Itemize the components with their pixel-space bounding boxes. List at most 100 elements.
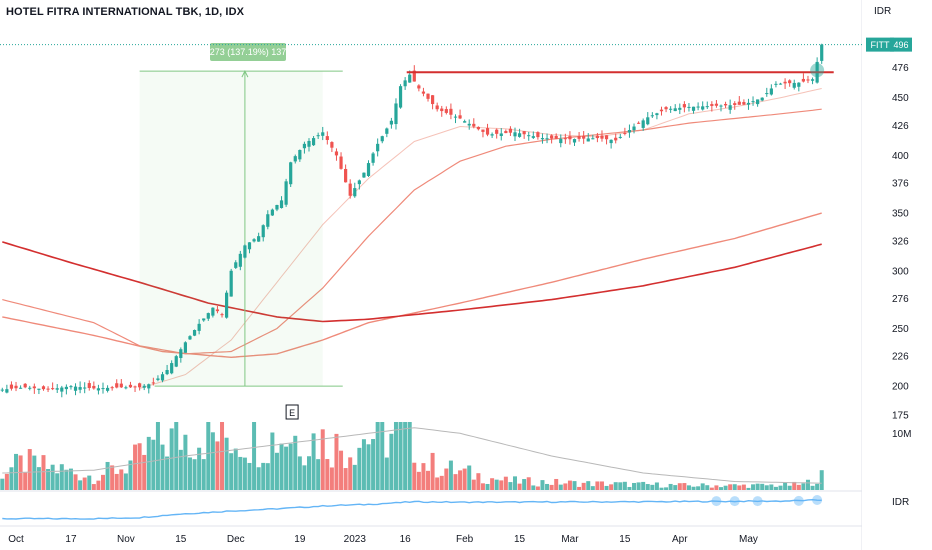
candle xyxy=(426,93,430,102)
volume-bar xyxy=(595,481,600,490)
volume-bar xyxy=(572,481,577,490)
breakout-marker xyxy=(810,63,825,78)
measure-area[interactable] xyxy=(139,71,323,387)
candle-body xyxy=(101,388,105,390)
candle-body xyxy=(463,121,467,123)
price-axis-tick: 350 xyxy=(892,209,909,220)
candle-body xyxy=(453,116,458,118)
candle-body xyxy=(51,388,55,390)
candle-body xyxy=(183,342,187,353)
candle-body xyxy=(321,132,325,136)
candle xyxy=(307,138,311,152)
candle xyxy=(51,382,55,391)
volume-bar xyxy=(91,484,96,490)
volume-bar xyxy=(563,483,568,490)
candle-body xyxy=(417,85,421,89)
candle xyxy=(215,306,220,314)
candle xyxy=(385,127,389,138)
volume-bar xyxy=(435,477,440,490)
candle-body xyxy=(279,200,284,209)
volume-bar xyxy=(27,449,32,490)
time-axis-tick: 15 xyxy=(514,534,526,545)
candle xyxy=(128,381,133,388)
volume-bar xyxy=(68,468,73,490)
volume-bar xyxy=(160,444,165,490)
volume-bar xyxy=(311,433,316,490)
candle-body xyxy=(476,126,480,130)
candle xyxy=(783,78,787,90)
candle xyxy=(531,131,535,140)
volume-bar xyxy=(302,465,307,490)
candle xyxy=(614,133,618,144)
candle xyxy=(311,136,316,146)
candle-body xyxy=(225,292,229,318)
candle xyxy=(664,106,668,113)
volume-bar xyxy=(508,482,513,490)
candle-body xyxy=(760,97,764,101)
volume-bar xyxy=(769,484,774,490)
candle xyxy=(92,381,96,390)
volume-bar xyxy=(128,460,133,490)
chart-title: HOTEL FITRA INTERNATIONAL TBK, 1D, IDX xyxy=(6,6,245,18)
candle xyxy=(353,182,357,198)
volume-bar xyxy=(0,478,5,490)
time-axis-tick: Mar xyxy=(561,534,579,545)
volume-bar xyxy=(810,485,815,490)
price-axis-tick: 376 xyxy=(892,179,909,190)
volume-bar xyxy=(673,485,678,490)
volume-bar xyxy=(801,483,806,490)
candle-body xyxy=(778,83,783,85)
candle xyxy=(691,106,696,114)
volume-bar xyxy=(169,428,174,490)
candle xyxy=(705,101,709,110)
candle-body xyxy=(60,387,64,392)
volume-bar xyxy=(682,483,687,490)
candle xyxy=(550,134,554,144)
candle xyxy=(481,129,485,138)
volume-bar xyxy=(494,479,499,490)
candle xyxy=(325,131,329,145)
candle xyxy=(105,385,110,393)
volume-bar xyxy=(41,455,46,490)
candle xyxy=(820,43,824,64)
volume-bar xyxy=(458,470,463,490)
candle xyxy=(678,103,682,115)
volume-bar xyxy=(545,483,550,490)
volume-bar xyxy=(320,429,325,490)
measure-tool[interactable]: 273 (137.19%) 137 xyxy=(139,43,343,387)
candle-body xyxy=(284,181,288,205)
candle-body xyxy=(769,88,773,95)
candle-body xyxy=(746,102,751,105)
volume-bar xyxy=(274,452,279,490)
candle-body xyxy=(728,105,732,110)
candle-body xyxy=(115,383,119,388)
candle xyxy=(806,75,810,84)
volume-bar xyxy=(55,473,60,490)
candle-body xyxy=(614,137,618,141)
volume-bar xyxy=(513,476,517,490)
candle-body xyxy=(165,370,169,375)
candle-body xyxy=(687,106,691,108)
candle xyxy=(440,105,444,117)
candle xyxy=(289,161,293,188)
earnings-marker-box[interactable] xyxy=(285,404,299,420)
candle xyxy=(19,385,23,389)
candle-body xyxy=(733,103,737,105)
candle xyxy=(714,100,719,108)
volume-bar xyxy=(714,485,719,490)
volume-bar xyxy=(787,485,792,490)
volume-bar xyxy=(407,422,412,490)
candle xyxy=(366,160,371,177)
price-axis-tick: 476 xyxy=(892,63,909,74)
candle-body xyxy=(408,74,412,83)
volume-bar xyxy=(87,475,92,490)
volume-bar xyxy=(348,457,353,490)
volume-bar xyxy=(325,459,330,490)
candle-body xyxy=(138,383,142,388)
candle xyxy=(376,138,380,157)
candle-body xyxy=(737,101,741,105)
volume-bar xyxy=(256,467,261,490)
candle-body xyxy=(238,253,242,267)
volume-bar xyxy=(641,481,646,490)
